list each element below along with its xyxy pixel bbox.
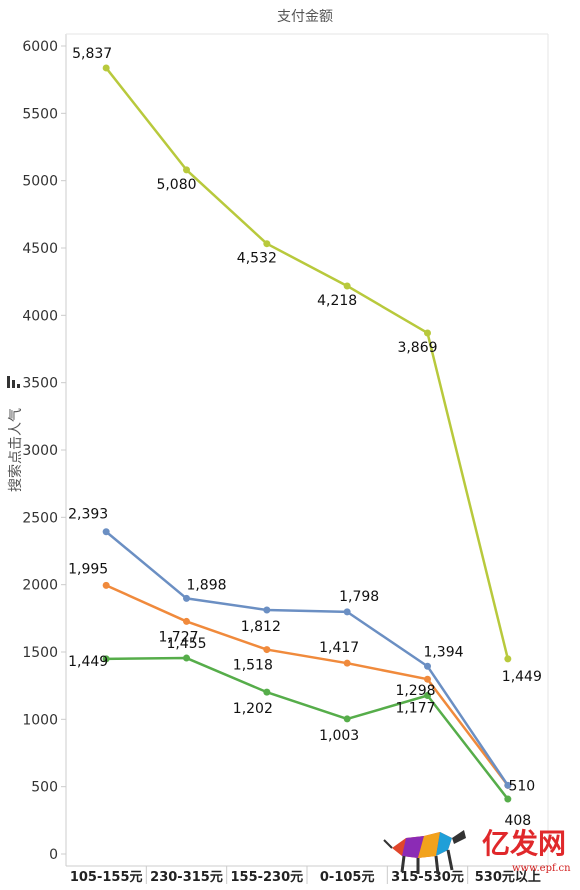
bar-chart-icon-bar xyxy=(17,384,20,388)
data-point-4-6 xyxy=(504,795,512,803)
data-point-4-1 xyxy=(102,655,110,663)
x-tick-label: 0-105元 xyxy=(320,870,375,885)
data-point-1-6 xyxy=(504,655,512,663)
chart-title: 支付金额 xyxy=(277,9,333,25)
y-axis-title: 搜索点击人气 xyxy=(7,408,24,492)
x-tick-label: 105-155元 xyxy=(70,870,143,885)
data-point-4-2 xyxy=(183,654,190,662)
data-label-2-5: 1,394 xyxy=(423,644,463,660)
x-tick-label: 530元以上 xyxy=(475,870,541,885)
data-label-1-4: 4,218 xyxy=(317,293,357,309)
x-tick-label: 230-315元 xyxy=(150,870,223,885)
x-tick-label: 315-530元 xyxy=(391,870,464,885)
y-tick-label: 3000 xyxy=(22,443,58,459)
y-tick-label: 3500 xyxy=(22,376,58,392)
y-tick-label: 6000 xyxy=(22,39,58,55)
y-tick-label: 1500 xyxy=(22,645,58,661)
series-line-4 xyxy=(106,656,509,800)
y-axis: 0 500 1000 1500 2000 2500 3000 3500 4000 4500 5000… xyxy=(22,33,549,866)
bar-chart-icon-bar xyxy=(7,376,10,388)
y-tick-label: 5000 xyxy=(22,174,58,190)
data-label-4-2: 1,455 xyxy=(166,636,206,652)
data-label-1-5: 3,869 xyxy=(397,340,437,356)
data-point-2-1 xyxy=(102,528,110,536)
watermark-url: www.epf.cn xyxy=(512,863,571,874)
watermark-brand: 亿发网 xyxy=(482,827,566,860)
data-point-2-2 xyxy=(183,594,190,602)
data-point-3-1 xyxy=(102,581,110,589)
y-tick-label: 2500 xyxy=(22,510,58,526)
data-point-1-4 xyxy=(343,282,351,290)
data-label-3-2: 1,727 xyxy=(158,629,198,645)
data-label-4-5: 1,177 xyxy=(395,700,435,716)
y-tick-label: 5500 xyxy=(22,106,58,122)
y-tick-label: 1000 xyxy=(22,712,58,728)
data-label-4-1: 1,449 xyxy=(68,654,108,670)
series-line-1 xyxy=(105,67,510,660)
data-point-3-3 xyxy=(263,646,271,654)
data-label-2-2: 1,898 xyxy=(186,577,226,593)
bar-chart-icon-bar xyxy=(12,380,15,388)
x-tick-label: 155-230元 xyxy=(230,870,303,885)
data-point-1-2 xyxy=(183,166,190,174)
y-tick-label: 4000 xyxy=(22,308,58,324)
series-line-3 xyxy=(105,584,509,787)
data-label-4-4: 1,003 xyxy=(319,728,359,744)
x-axis: 105-155元 230-315元 155-230元 0-105元 315-530元 53… xyxy=(66,865,548,885)
y-tick-label: 500 xyxy=(31,780,58,796)
data-point-1-3 xyxy=(263,240,271,248)
series-line-2 xyxy=(105,530,509,787)
data-label-2-1: 2,393 xyxy=(68,507,108,523)
data-point-4-3 xyxy=(263,688,271,696)
data-point-2-5 xyxy=(424,662,431,670)
data-point-2-4 xyxy=(343,608,351,616)
plot-area xyxy=(102,64,512,803)
data-label-2-3: 1,812 xyxy=(241,619,281,635)
y-tick-label: 0 xyxy=(49,847,58,863)
data-point-1-5 xyxy=(424,329,431,337)
y-axis-label: 搜索点击人气 xyxy=(7,376,24,492)
data-point-4-4 xyxy=(343,715,351,723)
watermark: 亿发网 www.epf.cn xyxy=(383,827,571,875)
data-point-1-1 xyxy=(102,64,110,72)
data-label-3-4: 1,417 xyxy=(319,640,359,656)
data-label-2-4: 1,798 xyxy=(339,589,379,605)
data-label-1-6: 1,449 xyxy=(502,669,542,685)
data-point-3-5 xyxy=(424,675,431,683)
data-point-3-2 xyxy=(183,617,190,625)
data-point-2-6 xyxy=(504,781,512,789)
data-label-3-3: 1,518 xyxy=(233,658,273,674)
data-label-3-5: 1,298 xyxy=(395,683,435,699)
data-point-2-3 xyxy=(263,606,271,614)
y-tick-label: 4500 xyxy=(22,241,58,257)
data-label-4-6: 408 xyxy=(504,813,531,829)
bull-logo-icon xyxy=(383,830,466,875)
data-label-1-1: 5,837 xyxy=(72,46,112,62)
data-point-3-4 xyxy=(343,659,351,667)
data-label-1-2: 5,080 xyxy=(156,177,196,193)
y-tick-label: 2000 xyxy=(22,578,58,594)
data-point-4-5 xyxy=(424,691,431,699)
data-label-4-3: 1,202 xyxy=(233,701,273,717)
data-label-1-3: 4,532 xyxy=(237,251,277,267)
data-label-2-6: 510 xyxy=(508,778,535,794)
data-label-3-1: 1,995 xyxy=(68,561,108,577)
data-labels: 5,837 5,080 4,532 4,218 3,869 1,449 2,393 1,898… xyxy=(68,46,542,829)
